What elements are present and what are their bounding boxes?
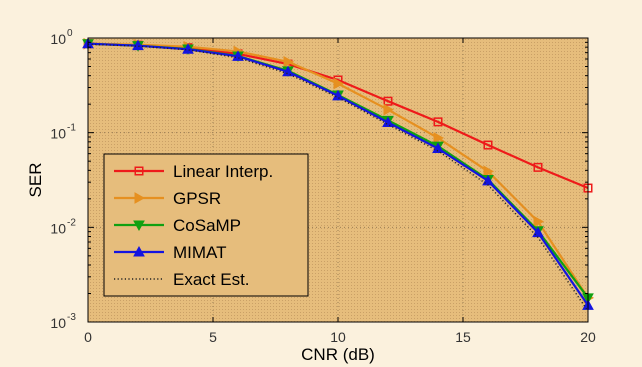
data-point [383, 103, 395, 116]
x-tick-label: 0 [84, 329, 92, 345]
data-point [533, 162, 543, 172]
x-tick-labels: 0 5 10 15 20 [84, 329, 596, 345]
y-tick-label-base: 10 [50, 31, 66, 47]
data-point [282, 65, 294, 77]
legend-marker [134, 166, 144, 176]
y-tick-label-exponent: 0 [67, 28, 73, 39]
legend-entry: MIMAT [114, 243, 227, 262]
x-tick-label: 20 [580, 329, 596, 345]
legend-marker [133, 220, 145, 232]
data-point [432, 142, 444, 154]
y-tick-label-base: 10 [50, 220, 66, 236]
data-point [182, 43, 194, 54]
y-axis-label: SER [26, 163, 45, 198]
y-tick-label-exponent: -1 [67, 123, 76, 134]
y-tick-label: 10 -1 [50, 123, 76, 142]
data-point [132, 39, 144, 51]
x-tick-label: 5 [209, 329, 217, 345]
legend: Linear Interp. GPSR CoSaMP MIMAT Exact Est. [103, 153, 309, 297]
legend-label: GPSR [173, 189, 221, 208]
legend-label: CoSaMP [173, 216, 241, 235]
data-point [382, 116, 394, 128]
y-tick-label: 10 0 [50, 28, 73, 47]
y-tick-label-base: 10 [50, 315, 66, 331]
data-point [433, 132, 445, 144]
legend-label: Exact Est. [173, 270, 250, 289]
legend-marker [134, 192, 146, 204]
x-axis-label: CNR (dB) [301, 345, 375, 364]
x-tick-label: 15 [455, 329, 471, 345]
y-tick-label: 10 -2 [50, 217, 76, 236]
data-point [483, 165, 495, 178]
y-tick-label: 10 -3 [50, 312, 76, 331]
data-point [283, 55, 295, 68]
legend-entry: Linear Interp. [114, 162, 273, 181]
legend-entry: GPSR [114, 189, 221, 208]
data-point [232, 50, 244, 61]
legend-marker [133, 245, 145, 257]
x-tick-label: 10 [330, 329, 346, 345]
data-point [333, 77, 345, 90]
axis-ticks [87, 37, 589, 323]
legend-entry: CoSaMP [114, 216, 241, 235]
data-point [433, 117, 443, 127]
data-point [383, 96, 393, 106]
y-tick-label-base: 10 [50, 126, 66, 142]
y-tick-label-exponent: -3 [67, 312, 76, 323]
data-point [483, 140, 493, 150]
series-exact-est [87, 43, 589, 312]
y-tick-label-exponent: -2 [67, 217, 76, 228]
data-point [332, 89, 344, 101]
data-point [533, 215, 545, 228]
legend-entry: Exact Est. [114, 270, 250, 289]
series-line [87, 43, 589, 312]
legend-label: MIMAT [173, 243, 227, 262]
legend-label: Linear Interp. [173, 162, 273, 181]
